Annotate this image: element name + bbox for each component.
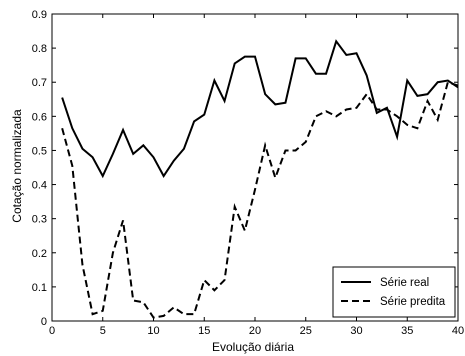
x-tick-label: 20 — [249, 325, 261, 337]
x-axis-label: Evolução diária — [212, 340, 294, 354]
legend-label-2: Série predita — [380, 296, 446, 308]
y-tick-label: 0.1 — [32, 282, 47, 294]
y-tick-label: 0.4 — [32, 180, 47, 192]
y-tick-label: 0.7 — [32, 77, 47, 89]
legend-label-1: Série real — [380, 277, 429, 289]
y-tick-label: 0.3 — [32, 214, 47, 226]
x-tick-label: 10 — [147, 325, 159, 337]
legend: Série real Série predita — [332, 266, 456, 318]
y-axis-label: Cotação normalizada — [10, 109, 24, 223]
x-tick-label: 40 — [452, 325, 464, 337]
series-layer — [61, 39, 459, 319]
x-tick-label: 0 — [49, 325, 55, 337]
y-tick-label: 0.9 — [32, 9, 47, 21]
ticks-layer: 0 5 10 15 20 25 30 35 40 0 0.1 0.2 0.3 0.4 0.5 0.6 0.7 0.… — [32, 9, 464, 337]
y-tick-label: 0 — [41, 316, 47, 328]
series-line-2 — [61, 80, 459, 319]
x-tick-label: 30 — [350, 325, 362, 337]
legend-box — [332, 266, 456, 318]
x-tick-label: 25 — [300, 325, 312, 337]
x-tick-label: 35 — [401, 325, 413, 337]
y-tick-label: 0.5 — [32, 145, 47, 157]
series-line-1 — [61, 39, 459, 179]
x-tick-label: 15 — [198, 325, 210, 337]
y-tick-label: 0.8 — [32, 43, 47, 55]
x-tick-label: 5 — [100, 325, 106, 337]
y-tick-label: 0.6 — [32, 111, 47, 123]
y-tick-label: 0.2 — [32, 248, 47, 260]
